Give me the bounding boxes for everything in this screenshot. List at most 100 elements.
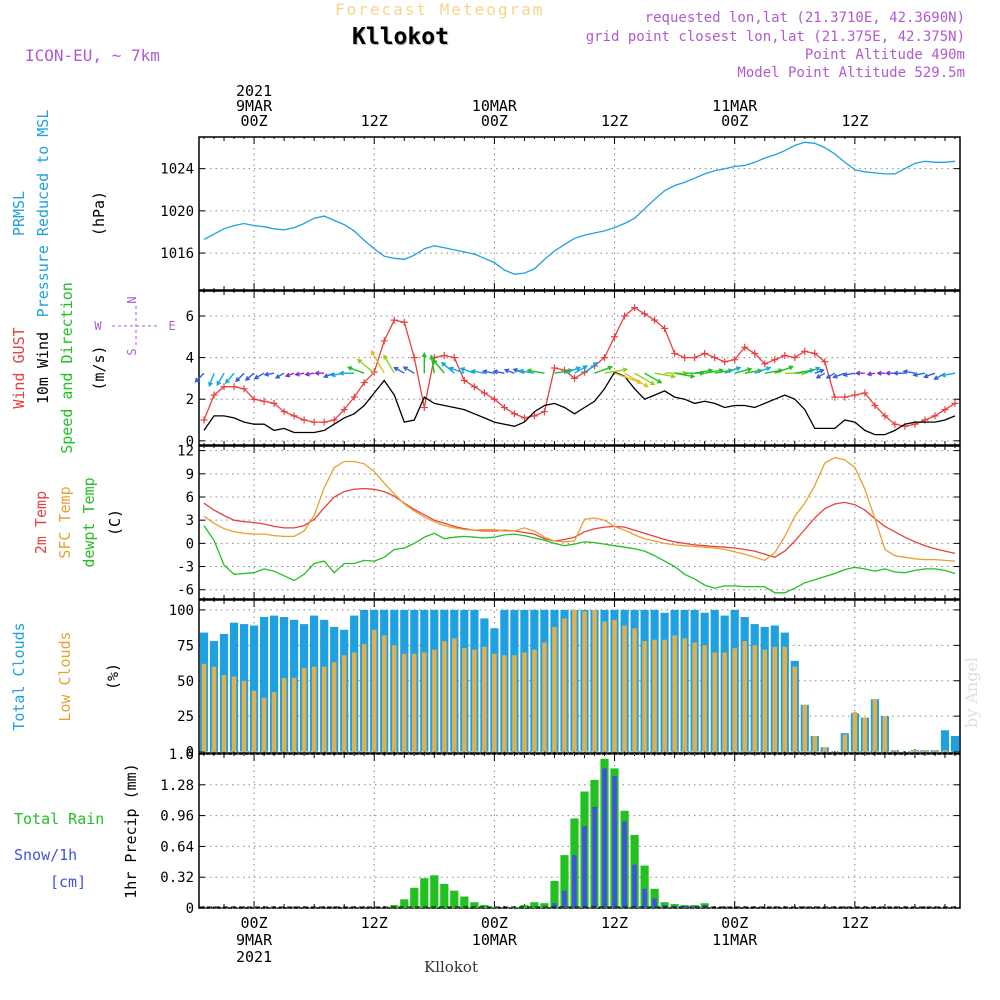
precip-legend: Snow/1h bbox=[14, 846, 77, 864]
data-bar bbox=[260, 617, 269, 752]
data-bar bbox=[712, 652, 717, 752]
data-bar bbox=[932, 750, 938, 752]
bottom-time-label: 00Z bbox=[481, 914, 508, 932]
data-bar bbox=[642, 888, 647, 909]
y-tick-label: 0 bbox=[186, 536, 194, 552]
gust-marker bbox=[390, 316, 398, 324]
series-line bbox=[203, 525, 956, 594]
y-axis-title: Speed and Direction bbox=[58, 282, 76, 454]
gust-marker bbox=[671, 349, 679, 357]
wind-arrow bbox=[804, 366, 821, 374]
gust-marker bbox=[761, 360, 769, 368]
gust-marker bbox=[340, 406, 348, 414]
gust-marker bbox=[280, 408, 288, 416]
data-bar bbox=[632, 864, 637, 908]
data-bar bbox=[702, 645, 707, 752]
gust-marker bbox=[811, 349, 819, 357]
data-bar bbox=[692, 906, 697, 908]
data-bar bbox=[872, 699, 878, 752]
data-bar bbox=[412, 653, 417, 752]
data-bar bbox=[802, 704, 807, 752]
data-bar bbox=[432, 649, 437, 752]
gust-marker bbox=[931, 412, 939, 420]
data-bar bbox=[410, 887, 419, 908]
data-bar bbox=[640, 865, 649, 908]
wind-arrow bbox=[194, 372, 205, 383]
y-tick-label: 6 bbox=[186, 309, 194, 325]
precip-legend: [cm] bbox=[50, 873, 86, 891]
model-altitude: Model Point Altitude 529.5m bbox=[737, 65, 965, 81]
data-bar bbox=[592, 806, 597, 908]
wind-arrow bbox=[253, 372, 265, 380]
wind-arrow bbox=[470, 369, 485, 375]
data-bar bbox=[602, 768, 607, 908]
gust-marker bbox=[731, 356, 739, 364]
data-bar bbox=[562, 618, 567, 752]
y-tick-label: 6 bbox=[186, 490, 194, 506]
gust-marker bbox=[310, 418, 318, 426]
data-bar bbox=[482, 646, 487, 752]
panel-3: 0 25 50 75 100 Total Clouds Low Clouds (%) bbox=[10, 599, 961, 761]
gust-marker bbox=[821, 358, 829, 366]
data-bar bbox=[402, 653, 407, 752]
y-axis-title: Pressure Reduced to MSL bbox=[34, 110, 52, 318]
data-bar bbox=[352, 652, 357, 752]
data-bar bbox=[842, 734, 848, 752]
data-bar bbox=[612, 619, 617, 752]
series-line bbox=[203, 456, 956, 562]
data-bar bbox=[470, 902, 479, 908]
wind-arrow bbox=[459, 367, 475, 374]
gust-marker bbox=[260, 397, 268, 405]
data-bar bbox=[400, 899, 409, 908]
y-tick-label: 1016 bbox=[160, 246, 194, 262]
series-line bbox=[203, 306, 956, 427]
wind-arrow bbox=[402, 366, 415, 374]
data-bar bbox=[772, 646, 777, 752]
y-tick-label: 0 bbox=[186, 434, 194, 450]
gust-marker bbox=[781, 352, 789, 360]
gust-marker bbox=[741, 343, 749, 351]
y-tick-label: 0.32 bbox=[160, 870, 194, 886]
data-bar bbox=[522, 652, 527, 752]
wind-arrow bbox=[584, 361, 599, 374]
data-bar bbox=[291, 677, 297, 752]
gust-marker bbox=[851, 391, 859, 399]
data-bar bbox=[201, 663, 207, 752]
point-altitude: Point Altitude 490m bbox=[804, 47, 965, 63]
wind-arrow bbox=[825, 372, 836, 379]
y-tick-label: 12 bbox=[177, 444, 194, 460]
data-bar bbox=[430, 875, 439, 908]
data-bar bbox=[492, 653, 497, 752]
gust-marker bbox=[661, 324, 669, 332]
data-bar bbox=[862, 717, 868, 752]
wind-arrow bbox=[429, 354, 435, 374]
y-tick-label: -6 bbox=[177, 583, 194, 599]
y-tick-label: 100 bbox=[169, 603, 194, 619]
footer-location: Kllokot bbox=[424, 958, 478, 976]
gust-marker bbox=[450, 354, 458, 362]
data-bar bbox=[940, 730, 950, 752]
data-bar bbox=[452, 638, 457, 752]
bottom-time-label: 00Z bbox=[721, 914, 748, 932]
gust-marker bbox=[871, 401, 879, 409]
wind-arrow bbox=[922, 372, 936, 379]
wind-arrow bbox=[866, 371, 876, 377]
top-time-label: 9MAR bbox=[236, 97, 273, 115]
wind-arrow bbox=[912, 372, 926, 378]
data-bar bbox=[542, 642, 547, 752]
bottom-time-label: 2021 bbox=[236, 948, 272, 966]
gust-marker bbox=[290, 412, 298, 420]
gust-marker bbox=[400, 318, 408, 326]
data-bar bbox=[622, 821, 627, 908]
y-tick-label: 3 bbox=[186, 513, 194, 529]
gust-marker bbox=[791, 354, 799, 362]
data-bar bbox=[692, 642, 697, 752]
data-bar bbox=[480, 905, 489, 908]
precip-legend: Total Rain bbox=[14, 810, 104, 828]
y-axis-title: 10m Wind bbox=[34, 332, 52, 404]
gust-marker bbox=[420, 404, 428, 412]
data-bar bbox=[532, 649, 537, 752]
data-bar bbox=[221, 675, 227, 752]
wind-arrow bbox=[383, 354, 395, 374]
